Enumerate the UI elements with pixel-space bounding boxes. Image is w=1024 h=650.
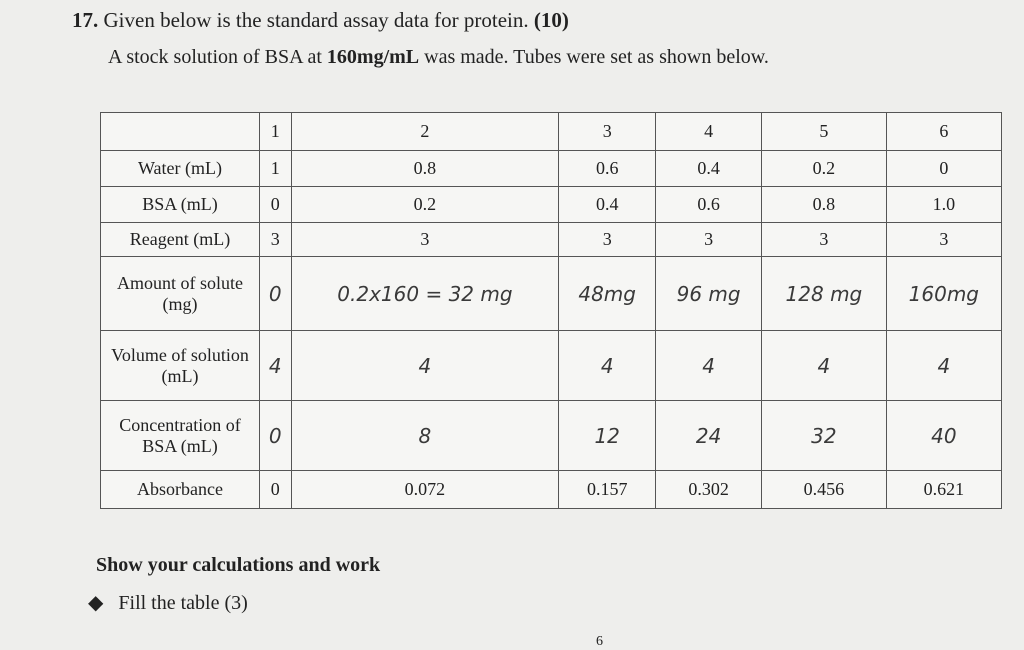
title: Given below is the standard assay data f…	[103, 8, 529, 32]
row-label: Reagent (mL)	[100, 222, 260, 257]
bullet-text: Fill the table (3)	[118, 592, 248, 614]
corner-cell	[100, 112, 260, 151]
bullet-item: ◆ Fill the table (3)	[88, 592, 248, 614]
cell: 0.621	[885, 470, 1003, 509]
cell: 160mg	[885, 256, 1003, 331]
cell: 1.0	[885, 186, 1003, 223]
cell: 32	[761, 400, 887, 471]
cell: 3	[290, 222, 560, 257]
row-label: Amount of solute (mg)	[100, 256, 260, 331]
text: was made. Tubes were set as shown below.	[424, 46, 769, 68]
cell: 4	[259, 330, 292, 401]
cell: 0.302	[655, 470, 763, 509]
cell: 0.6	[558, 150, 657, 187]
cell: 8	[290, 400, 560, 471]
table-row: Reagent (mL) 3 3 3 3 3 3	[100, 222, 1003, 257]
cell: 1	[259, 150, 292, 187]
cell: 0.2	[761, 150, 887, 187]
column-header: 3	[558, 112, 657, 151]
cell: 4	[558, 330, 657, 401]
text: A stock solution of BSA at	[108, 46, 322, 68]
question-text: A stock solution of BSA at 160mg/mL was …	[108, 46, 769, 69]
table-row: BSA (mL) 0 0.2 0.4 0.6 0.8 1.0	[100, 186, 1003, 223]
cell: 4	[290, 330, 560, 401]
cell: 0.4	[558, 186, 657, 223]
cell: 4	[761, 330, 887, 401]
row-label: Water (mL)	[100, 150, 260, 187]
row-label: Volume of solution (mL)	[100, 330, 260, 401]
row-label: Absorbance	[100, 470, 260, 509]
column-header: 6	[885, 112, 1003, 151]
page-number: 6	[596, 634, 603, 649]
cell: 3	[885, 222, 1003, 257]
cell: 0	[259, 186, 292, 223]
column-header: 1	[259, 112, 292, 151]
table-row: Water (mL) 1 0.8 0.6 0.4 0.2 0	[100, 150, 1003, 187]
cell: 24	[655, 400, 763, 471]
cell: 128 mg	[761, 256, 887, 331]
question-title: 17. Given below is the standard assay da…	[72, 8, 569, 33]
concentration: 160mg/mL	[326, 46, 420, 68]
column-header: 4	[655, 112, 763, 151]
cell: 0.072	[290, 470, 560, 509]
column-header: 5	[761, 112, 887, 151]
question-number: 17.	[72, 8, 99, 32]
row-label: BSA (mL)	[100, 186, 260, 223]
cell: 0.2x160 = 32 mg	[290, 256, 560, 331]
table-row: Volume of solution (mL) 4 4 4 4 4 4	[100, 330, 1003, 401]
cell: 40	[885, 400, 1003, 471]
cell: 48mg	[558, 256, 657, 331]
cell: 12	[558, 400, 657, 471]
marks: (10)	[533, 8, 569, 32]
table-row: Amount of solute (mg) 0 0.2x160 = 32 mg 48m…	[100, 256, 1003, 331]
row-label: Concentration of BSA (mL)	[100, 400, 260, 471]
cell: 3	[761, 222, 887, 257]
cell: 0.2	[290, 186, 560, 223]
cell: 4	[885, 330, 1003, 401]
cell: 0	[885, 150, 1003, 187]
cell: 0.8	[290, 150, 560, 187]
column-header: 2	[290, 112, 560, 151]
cell: 96 mg	[655, 256, 763, 331]
cell: 0.157	[558, 470, 657, 509]
cell: 4	[655, 330, 763, 401]
instruction-heading: Show your calculations and work	[96, 554, 381, 576]
cell: 0.6	[655, 186, 763, 223]
cell: 3	[655, 222, 763, 257]
cell: 0.8	[761, 186, 887, 223]
cell: 0	[259, 400, 292, 471]
cell: 0	[259, 470, 292, 509]
cell: 0.4	[655, 150, 763, 187]
assay-table: 1 2 3 4 5 6 Water (mL) 1 0.8 0.6 0.4 0.2 0 BSA (mL) 0 0…	[100, 112, 1003, 509]
cell: 3	[558, 222, 657, 257]
table-row: Absorbance 0 0.072 0.157 0.302 0.456 0.621	[100, 470, 1003, 509]
cell: 3	[259, 222, 292, 257]
cell: 0	[259, 256, 292, 331]
table-row: Concentration of BSA (mL) 0 8 12 24 32 40	[100, 400, 1003, 471]
cell: 0.456	[761, 470, 887, 509]
